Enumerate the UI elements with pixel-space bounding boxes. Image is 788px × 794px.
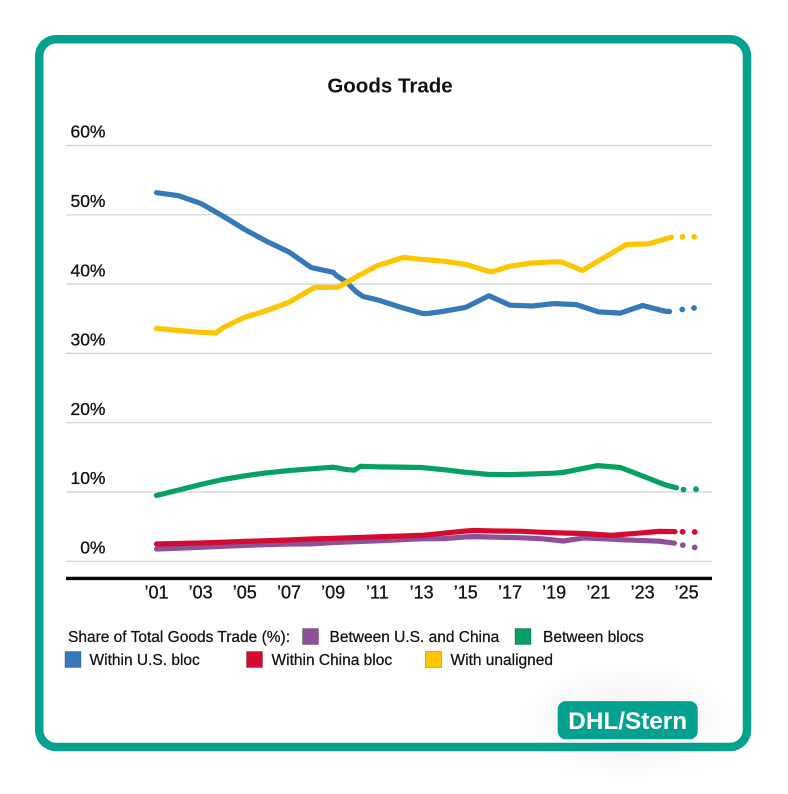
- svg-text:Within China bloc: Within China bloc: [272, 652, 393, 669]
- svg-text:’09: ’09: [321, 583, 345, 603]
- svg-text:Goods Trade: Goods Trade: [327, 75, 452, 98]
- svg-text:40%: 40%: [70, 260, 105, 280]
- svg-text:’23: ’23: [631, 583, 655, 603]
- svg-text:’15: ’15: [454, 583, 478, 603]
- svg-text:’13: ’13: [410, 583, 434, 603]
- svg-text:’03: ’03: [189, 583, 213, 603]
- svg-text:’17: ’17: [498, 583, 522, 603]
- svg-text:0%: 0%: [80, 538, 105, 558]
- svg-text:Share of Total Goods Trade (%): Share of Total Goods Trade (%):: [68, 629, 290, 646]
- svg-text:60%: 60%: [70, 122, 105, 142]
- svg-text:Within U.S. bloc: Within U.S. bloc: [90, 652, 201, 669]
- svg-text:’05: ’05: [233, 583, 257, 603]
- svg-text:’21: ’21: [586, 583, 610, 603]
- svg-text:10%: 10%: [70, 468, 105, 488]
- svg-text:Between U.S. and China: Between U.S. and China: [330, 629, 500, 646]
- svg-text:DHL/Stern: DHL/Stern: [568, 708, 687, 735]
- svg-text:’07: ’07: [277, 583, 301, 603]
- svg-text:’01: ’01: [144, 583, 168, 603]
- svg-text:’11: ’11: [366, 583, 389, 603]
- svg-text:50%: 50%: [70, 191, 105, 211]
- svg-text:’25: ’25: [675, 583, 699, 603]
- svg-text:20%: 20%: [70, 399, 105, 419]
- svg-text:’19: ’19: [542, 583, 566, 603]
- svg-text:30%: 30%: [70, 330, 105, 350]
- svg-text:Between blocs: Between blocs: [543, 629, 644, 646]
- svg-text:With unaligned: With unaligned: [451, 652, 554, 669]
